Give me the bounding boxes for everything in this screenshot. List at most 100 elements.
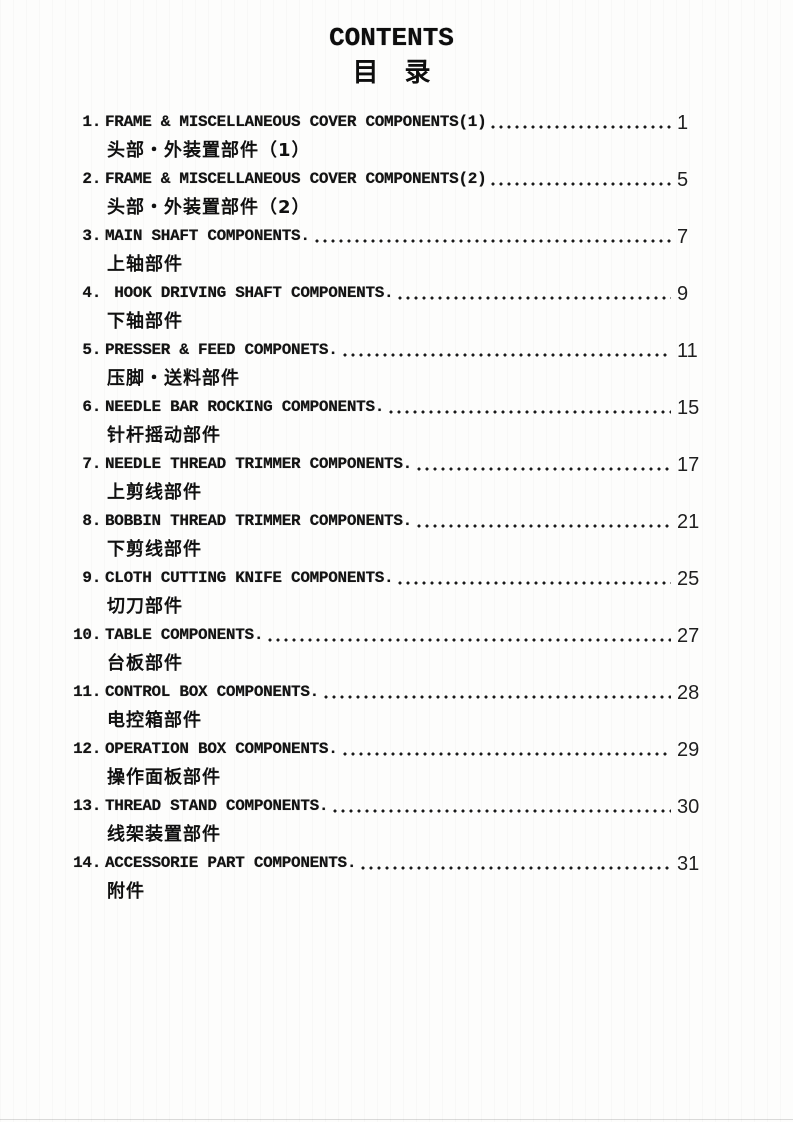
entry-number: 9.	[82, 569, 101, 587]
entry-number: 1.	[82, 113, 101, 131]
entry-title: NEEDLE BAR ROCKING COMPONENTS.	[105, 398, 385, 416]
dot-leader	[359, 866, 671, 870]
page-header: CONTENTS 目 录	[70, 22, 713, 92]
entry-subtitle: 台板部件	[107, 653, 183, 674]
toc-item: 6. NEEDLE BAR ROCKING COMPONENTS. 15 针杆摇…	[70, 393, 713, 450]
toc-item: 1. FRAME & MISCELLANEOUS COVER COMPONENT…	[70, 108, 713, 165]
toc-entry-row: 10. TABLE COMPONENTS. 27	[70, 621, 713, 649]
dot-leader	[414, 467, 671, 471]
entry-number: 2.	[82, 170, 101, 188]
entry-subtitle: 下轴部件	[107, 311, 183, 332]
entry-title: NEEDLE THREAD TRIMMER COMPONENTS.	[105, 455, 412, 473]
page-number: 7	[677, 226, 689, 248]
entry-title: CONTROL BOX COMPONENTS.	[105, 683, 319, 701]
entry-number: 13.	[73, 797, 101, 815]
entry-number: 7.	[82, 455, 101, 473]
entry-title: BOBBIN THREAD TRIMMER COMPONENTS.	[105, 512, 412, 530]
entry-subtitle: 操作面板部件	[107, 767, 221, 788]
toc-item: 3. MAIN SHAFT COMPONENTS. 7 上轴部件	[70, 222, 713, 279]
toc-item: 8. BOBBIN THREAD TRIMMER COMPONENTS. 21 …	[70, 507, 713, 564]
entry-number: 14.	[73, 854, 101, 872]
entry-subtitle: 压脚・送料部件	[107, 368, 240, 389]
dot-leader	[396, 581, 671, 585]
page-title: CONTENTS	[329, 23, 454, 53]
entry-number: 11.	[73, 683, 101, 701]
entry-subtitle: 上剪线部件	[107, 482, 202, 503]
entry-title: FRAME & MISCELLANEOUS COVER COMPONENTS(2…	[105, 170, 487, 188]
entry-title: THREAD STAND COMPONENTS.	[105, 797, 329, 815]
entry-title: CLOTH CUTTING KNIFE COMPONENTS.	[105, 569, 394, 587]
dot-leader	[414, 524, 671, 528]
dot-leader	[312, 239, 671, 243]
entry-subtitle: 头部・外装置部件（2）	[107, 197, 311, 218]
entry-number: 12.	[73, 740, 101, 758]
entry-title: ACCESSORIE PART COMPONENTS.	[105, 854, 357, 872]
page-number: 25	[677, 568, 700, 590]
toc-item: 2. FRAME & MISCELLANEOUS COVER COMPONENT…	[70, 165, 713, 222]
dot-leader	[340, 752, 671, 756]
toc-item: 11. CONTROL BOX COMPONENTS. 28 电控箱部件	[70, 678, 713, 735]
dot-leader	[266, 638, 671, 642]
toc-entry-row: 4. HOOK DRIVING SHAFT COMPONENTS. 9	[70, 279, 713, 307]
page-number: 1	[677, 112, 689, 134]
page-title-chinese: 目 录	[352, 58, 431, 88]
entry-title: PRESSER & FEED COMPONETS.	[105, 341, 338, 359]
toc-item: 9. CLOTH CUTTING KNIFE COMPONENTS. 25 切刀…	[70, 564, 713, 621]
document-page: CONTENTS 目 录 1. FRAME & MISCELLANEOUS CO…	[70, 22, 713, 906]
toc-entry-row: 14. ACCESSORIE PART COMPONENTS. 31	[70, 849, 713, 877]
entry-title: HOOK DRIVING SHAFT COMPONENTS.	[105, 284, 394, 302]
page-number: 21	[677, 511, 700, 533]
entry-subtitle: 线架装置部件	[107, 824, 221, 845]
entry-subtitle: 附件	[107, 881, 145, 902]
dot-leader	[321, 695, 671, 699]
entry-title: MAIN SHAFT COMPONENTS.	[105, 227, 310, 245]
toc-entry-row: 8. BOBBIN THREAD TRIMMER COMPONENTS. 21	[70, 507, 713, 535]
entry-number: 8.	[82, 512, 101, 530]
page-number: 15	[677, 397, 700, 419]
toc-entry-row: 1. FRAME & MISCELLANEOUS COVER COMPONENT…	[70, 108, 713, 136]
entry-number: 10.	[73, 626, 101, 644]
toc-item: 10. TABLE COMPONENTS. 27 台板部件	[70, 621, 713, 678]
entry-subtitle: 上轴部件	[107, 254, 183, 275]
toc-item: 4. HOOK DRIVING SHAFT COMPONENTS. 9 下轴部件	[70, 279, 713, 336]
entry-subtitle: 下剪线部件	[107, 539, 202, 560]
entry-subtitle: 针杆摇动部件	[107, 425, 221, 446]
toc-entry-row: 13. THREAD STAND COMPONENTS. 30	[70, 792, 713, 820]
page-number: 27	[677, 625, 700, 647]
toc-entry-row: 9. CLOTH CUTTING KNIFE COMPONENTS. 25	[70, 564, 713, 592]
dot-leader	[396, 296, 671, 300]
toc-entry-row: 5. PRESSER & FEED COMPONETS. 11	[70, 336, 713, 364]
toc-list: 1. FRAME & MISCELLANEOUS COVER COMPONENT…	[70, 108, 713, 906]
toc-item: 5. PRESSER & FEED COMPONETS. 11 压脚・送料部件	[70, 336, 713, 393]
toc-item: 14. ACCESSORIE PART COMPONENTS. 31 附件	[70, 849, 713, 906]
page-number: 29	[677, 739, 700, 761]
page-number: 11	[677, 340, 698, 362]
page-number: 30	[677, 796, 700, 818]
entry-title: OPERATION BOX COMPONENTS.	[105, 740, 338, 758]
dot-leader	[340, 353, 671, 357]
entry-number: 3.	[82, 227, 101, 245]
entry-number: 5.	[82, 341, 101, 359]
toc-item: 7. NEEDLE THREAD TRIMMER COMPONENTS. 17 …	[70, 450, 713, 507]
entry-number: 4.	[82, 284, 101, 302]
toc-entry-row: 2. FRAME & MISCELLANEOUS COVER COMPONENT…	[70, 165, 713, 193]
toc-item: 13. THREAD STAND COMPONENTS. 30 线架装置部件	[70, 792, 713, 849]
dot-leader	[331, 809, 671, 813]
toc-entry-row: 12. OPERATION BOX COMPONENTS. 29	[70, 735, 713, 763]
toc-entry-row: 7. NEEDLE THREAD TRIMMER COMPONENTS. 17	[70, 450, 713, 478]
toc-entry-row: 3. MAIN SHAFT COMPONENTS. 7	[70, 222, 713, 250]
page-number: 28	[677, 682, 700, 704]
entry-number: 6.	[82, 398, 101, 416]
entry-title: FRAME & MISCELLANEOUS COVER COMPONENTS(1…	[105, 113, 487, 131]
entry-subtitle: 电控箱部件	[107, 710, 202, 731]
toc-entry-row: 11. CONTROL BOX COMPONENTS. 28	[70, 678, 713, 706]
dot-leader	[387, 410, 671, 414]
entry-title: TABLE COMPONENTS.	[105, 626, 264, 644]
page-number: 31	[677, 853, 700, 875]
page-number: 5	[677, 169, 689, 191]
dot-leader	[489, 125, 671, 129]
toc-item: 12. OPERATION BOX COMPONENTS. 29 操作面板部件	[70, 735, 713, 792]
entry-subtitle: 头部・外装置部件（1）	[107, 140, 311, 161]
dot-leader	[489, 182, 671, 186]
page-number: 9	[677, 283, 689, 305]
